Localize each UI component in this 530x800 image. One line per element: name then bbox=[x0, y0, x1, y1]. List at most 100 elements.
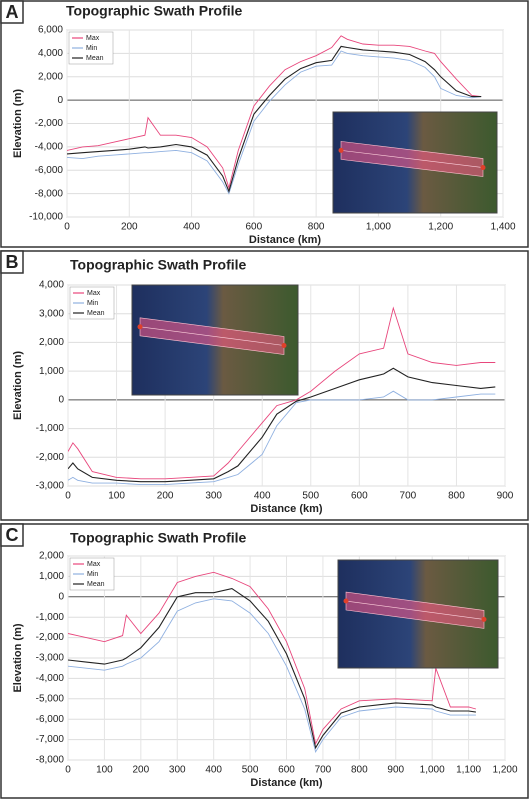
swath-end bbox=[281, 343, 287, 348]
y-tick-label: 2,000 bbox=[38, 71, 63, 82]
legend-label: Mean bbox=[87, 581, 105, 588]
chart-title: Topographic Swath Profile bbox=[66, 3, 243, 19]
x-tick-label: 0 bbox=[65, 765, 71, 776]
y-tick-label: 1,000 bbox=[39, 366, 64, 377]
x-tick-label: 900 bbox=[387, 765, 404, 776]
legend-label: Min bbox=[87, 571, 98, 578]
x-axis-title: Distance (km) bbox=[250, 503, 322, 515]
y-tick-label: 4,000 bbox=[38, 48, 63, 59]
swath-end bbox=[481, 616, 487, 622]
series-line bbox=[68, 390, 496, 486]
x-tick-label: 400 bbox=[254, 491, 271, 502]
y-tick-label: -7,000 bbox=[36, 734, 65, 745]
series-line bbox=[68, 571, 477, 746]
swath-center bbox=[340, 150, 484, 168]
series-group bbox=[68, 306, 496, 486]
series-line bbox=[67, 45, 482, 193]
y-axis-title: Elevation (m) bbox=[12, 351, 24, 420]
chart-title: Topographic Swath Profile bbox=[70, 530, 247, 546]
chart-title: Topographic Swath Profile bbox=[70, 257, 247, 273]
series-line bbox=[68, 367, 496, 483]
x-tick-label: 100 bbox=[96, 765, 113, 776]
x-tick-label: 600 bbox=[351, 491, 368, 502]
y-tick-label: 2,000 bbox=[39, 337, 64, 348]
y-tick-label: -6,000 bbox=[35, 165, 64, 176]
series-line bbox=[68, 588, 476, 750]
series-line bbox=[68, 598, 476, 753]
x-tick-label: 1,400 bbox=[490, 222, 515, 233]
y-tick-label: 0 bbox=[58, 394, 64, 405]
x-tick-label: 800 bbox=[308, 222, 325, 233]
x-tick-label: 100 bbox=[108, 491, 125, 502]
series-line bbox=[68, 306, 496, 480]
y-tick-label: -10,000 bbox=[29, 212, 63, 223]
y-tick-label: -3,000 bbox=[36, 653, 65, 664]
x-tick-label: 1,200 bbox=[492, 765, 517, 776]
y-tick-label: -1,000 bbox=[36, 612, 65, 623]
y-tick-label: -3,000 bbox=[36, 481, 65, 492]
x-tick-label: 200 bbox=[121, 222, 138, 233]
x-tick-label: 1,000 bbox=[366, 222, 391, 233]
x-tick-label: 500 bbox=[302, 491, 319, 502]
y-tick-label: -5,000 bbox=[36, 693, 65, 704]
y-tick-label: 0 bbox=[58, 591, 64, 602]
x-tick-label: 800 bbox=[351, 765, 368, 776]
legend-label: Mean bbox=[86, 55, 104, 62]
series-line bbox=[67, 50, 482, 195]
x-tick-label: 0 bbox=[64, 222, 70, 233]
series-line bbox=[67, 35, 482, 190]
x-tick-label: 500 bbox=[242, 765, 259, 776]
y-tick-label: -2,000 bbox=[36, 452, 65, 463]
y-tick-label: 6,000 bbox=[38, 25, 63, 36]
y-tick-label: -8,000 bbox=[36, 755, 65, 766]
legend-label: Min bbox=[86, 45, 97, 52]
legend-label: Min bbox=[87, 300, 98, 307]
legend-label: Max bbox=[87, 290, 101, 297]
y-tick-label: 0 bbox=[57, 95, 63, 106]
swath-end bbox=[343, 598, 349, 604]
series-group bbox=[67, 35, 482, 195]
legend-label: Max bbox=[86, 35, 100, 42]
swath-end bbox=[137, 324, 143, 330]
y-tick-label: -8,000 bbox=[35, 188, 64, 199]
y-tick-label: -2,000 bbox=[35, 118, 64, 129]
panel-label: B bbox=[6, 252, 19, 272]
x-tick-label: 200 bbox=[132, 765, 149, 776]
y-tick-label: 2,000 bbox=[39, 551, 64, 562]
y-tick-label: 3,000 bbox=[39, 308, 64, 319]
x-tick-label: 1,000 bbox=[420, 765, 445, 776]
x-tick-label: 300 bbox=[169, 765, 186, 776]
y-axis-title: Elevation (m) bbox=[12, 623, 24, 692]
x-tick-label: 200 bbox=[157, 491, 174, 502]
panel-label: C bbox=[6, 525, 19, 545]
panel-label-box bbox=[0, 0, 24, 24]
y-tick-label: -2,000 bbox=[36, 632, 65, 643]
x-tick-label: 600 bbox=[278, 765, 295, 776]
x-tick-label: 300 bbox=[205, 491, 222, 502]
x-tick-label: 800 bbox=[448, 491, 465, 502]
panel-label-box bbox=[0, 523, 24, 547]
swath-end bbox=[480, 165, 486, 171]
panel-frame bbox=[0, 523, 529, 799]
y-tick-label: 4,000 bbox=[39, 280, 64, 291]
panel-label: A bbox=[6, 2, 19, 22]
x-tick-label: 400 bbox=[205, 765, 222, 776]
panel-label-box bbox=[0, 250, 24, 274]
y-tick-label: 1,000 bbox=[39, 571, 64, 582]
x-tick-label: 400 bbox=[183, 222, 200, 233]
x-tick-label: 900 bbox=[497, 491, 514, 502]
x-tick-label: 700 bbox=[400, 491, 417, 502]
swath-center bbox=[345, 600, 485, 620]
swath-center bbox=[139, 326, 285, 346]
y-axis-title: Elevation (m) bbox=[12, 89, 24, 158]
swath-end bbox=[338, 147, 344, 153]
x-axis-title: Distance (km) bbox=[250, 777, 322, 789]
y-tick-label: -6,000 bbox=[36, 714, 65, 725]
x-axis-title: Distance (km) bbox=[249, 234, 321, 246]
legend-label: Max bbox=[87, 561, 101, 568]
series-group bbox=[68, 571, 477, 753]
y-tick-label: -4,000 bbox=[36, 673, 65, 684]
x-tick-label: 0 bbox=[65, 491, 71, 502]
panel-frame bbox=[0, 0, 529, 248]
